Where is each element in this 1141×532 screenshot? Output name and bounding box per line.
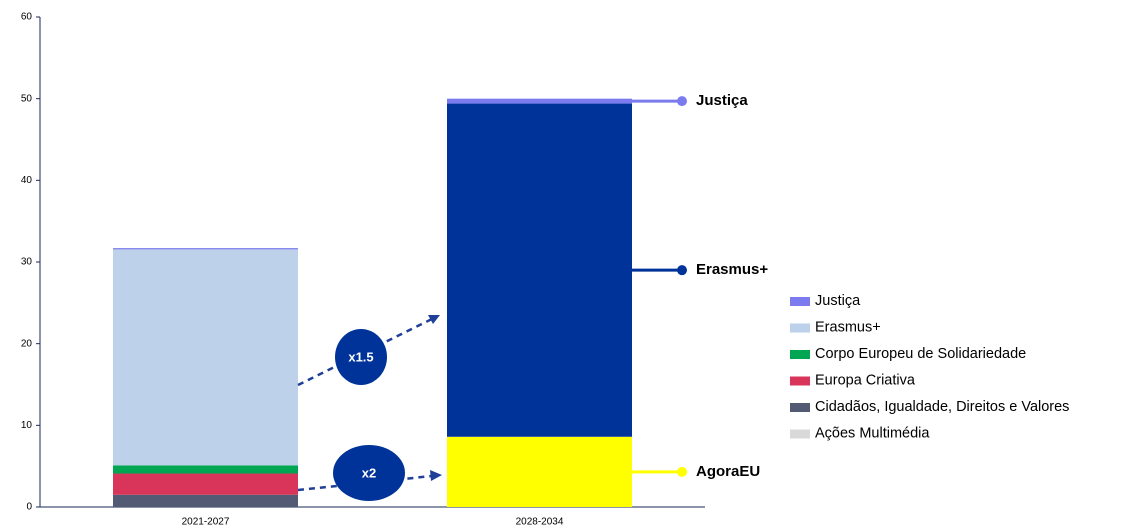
y-tick-label: 40 [21,175,33,186]
legend-swatch [790,323,810,333]
annotation: x2 [362,465,376,480]
arrow-head [428,315,440,324]
legend-label: Cidadãos, Igualdade, Direitos e Valores [815,399,1069,415]
legend-swatch [790,376,810,386]
bar-segment [447,98,632,104]
legend-swatch [790,403,810,412]
y-tick-label: 0 [26,502,32,513]
callout-label: Justiça [696,92,748,109]
bar-segment [447,103,632,437]
legend-swatch [790,350,810,359]
annotation: x1.5 [348,349,373,364]
y-tick-label: 30 [21,257,33,268]
legend-label: Corpo Europeu de Solidariedade [815,346,1026,362]
legend-swatch [790,297,810,306]
plot: 0 10 20 30 40 50 60 2021-2027 2028-2034 AgoraEU Er… [21,12,1070,528]
bar-segment [113,473,298,495]
y-tick-label: 50 [21,93,33,104]
multiplier-x2: x2 [297,445,442,501]
badge [335,329,387,385]
legend-label: Ações Multimédia [815,425,930,441]
legend-label: Erasmus+ [815,319,881,335]
x-tick-label: 2028-2034 [516,517,564,528]
callout-dot [677,466,687,477]
legend-label: Europa Criativa [815,372,916,388]
multiplier-x1.5: x1.5 [297,315,440,387]
y-tick-label: 10 [21,420,33,431]
bar-segment [113,465,298,474]
arrow [297,317,433,387]
callout-label: Erasmus+ [696,261,768,278]
callout-dot [677,96,687,107]
bar-segment [113,248,298,250]
callout-label: AgoraEU [696,463,760,480]
callout-dot [677,265,687,276]
badge [333,445,405,501]
bar-segment [113,248,298,466]
bar-segment [113,494,298,507]
legend-label: Justiça [815,293,861,309]
y-tick-label: 60 [21,12,33,23]
legend-swatch [790,429,810,439]
arrow-head [430,470,442,481]
x-tick-label: 2021-2027 [182,517,230,528]
y-tick-label: 20 [21,338,33,349]
bar-segment [447,436,632,507]
